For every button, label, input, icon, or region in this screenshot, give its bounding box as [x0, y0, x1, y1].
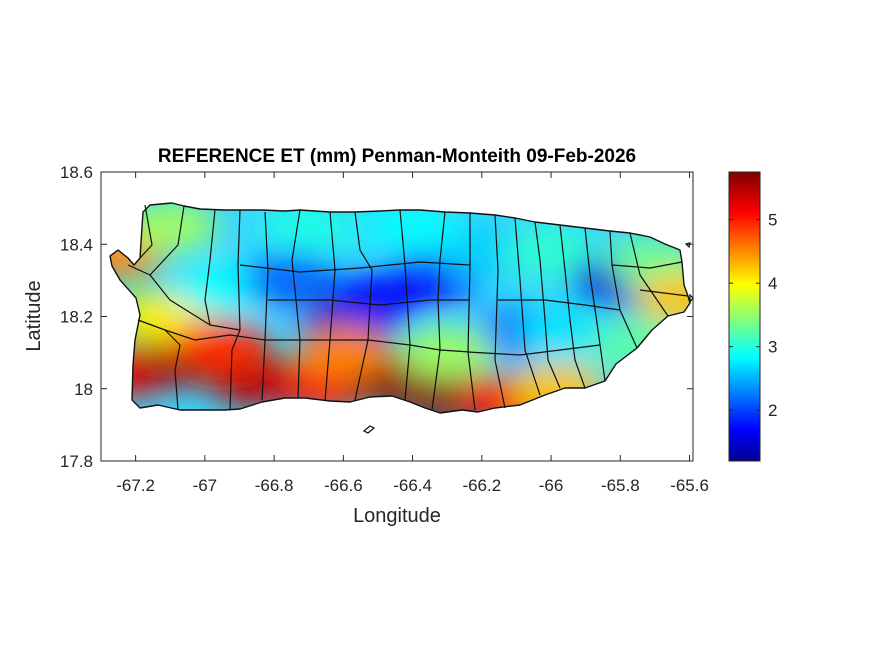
coastal-islet	[684, 242, 691, 249]
municipality-line	[611, 261, 683, 269]
municipality-line	[431, 211, 446, 411]
x-axis-label: Longitude	[353, 505, 441, 527]
axes-frame: -67.2 -67 -66.8 -66.6 -66.4 -66.2 -66 -65.8 -65.…	[60, 163, 709, 495]
x-tick-label: -66	[539, 476, 564, 495]
municipality-line	[399, 209, 411, 401]
x-tick-label: -67	[193, 476, 218, 495]
colorbar-tick-label: 2	[768, 401, 777, 420]
municipality-line	[609, 230, 638, 349]
y-tick-label: 18.2	[60, 308, 93, 327]
municipality-line	[127, 264, 241, 331]
municipality-line	[139, 204, 153, 259]
municipality-line	[584, 227, 606, 382]
colorbar-gradient	[728, 171, 761, 462]
municipality-line	[514, 217, 541, 396]
municipality-line	[239, 261, 471, 273]
y-axis-label: Latitude	[23, 280, 45, 351]
municipality-line	[149, 205, 185, 276]
municipality-line	[261, 211, 269, 401]
y-axis-ticks: 17.8 18 18.2 18.4 18.6	[60, 163, 693, 471]
x-tick-label: -65.6	[670, 476, 709, 495]
municipality-line	[467, 213, 476, 411]
colorbar-ticks: 2 3 4 5	[729, 211, 777, 420]
x-tick-label: -66.8	[255, 476, 294, 495]
x-tick-label: -67.2	[116, 476, 155, 495]
municipality-line	[164, 329, 266, 341]
municipality-line	[534, 221, 561, 389]
caja-de-muertos-island	[362, 425, 376, 434]
municipality-line	[559, 224, 586, 389]
y-tick-label: 17.8	[60, 452, 93, 471]
municipality-line	[467, 344, 601, 356]
x-tick-label: -66.2	[462, 476, 501, 495]
municipality-line	[494, 214, 506, 409]
y-tick-label: 18.6	[60, 163, 93, 182]
municipality-line	[268, 299, 470, 306]
x-tick-label: -65.8	[601, 476, 640, 495]
municipality-boundaries	[109, 202, 691, 414]
offshore-islets	[362, 242, 694, 434]
coastal-islet	[689, 293, 694, 304]
municipality-line	[324, 211, 336, 402]
x-axis-ticks: -67.2 -67 -66.8 -66.6 -66.4 -66.2 -66 -65.8 -65.…	[116, 172, 709, 495]
colorbar-tick-label: 3	[768, 338, 777, 357]
municipality-line	[204, 209, 216, 326]
x-tick-label: -66.6	[324, 476, 363, 495]
colorbar: 2 3 4 5	[728, 171, 777, 462]
y-tick-label: 18.4	[60, 235, 93, 254]
chart-title: REFERENCE ET (mm) Penman-Monteith 09-Feb…	[158, 146, 636, 167]
municipality-line	[229, 209, 241, 411]
municipality-line	[629, 232, 669, 317]
colorbar-tick-label: 5	[768, 211, 777, 230]
x-tick-label: -66.4	[393, 476, 432, 495]
municipality-line	[498, 299, 621, 311]
municipality-line	[137, 319, 181, 411]
y-tick-label: 18	[74, 380, 93, 399]
municipality-line	[639, 289, 689, 297]
municipality-line	[354, 211, 373, 401]
municipality-line	[265, 339, 471, 353]
colorbar-tick-label: 4	[768, 274, 777, 293]
